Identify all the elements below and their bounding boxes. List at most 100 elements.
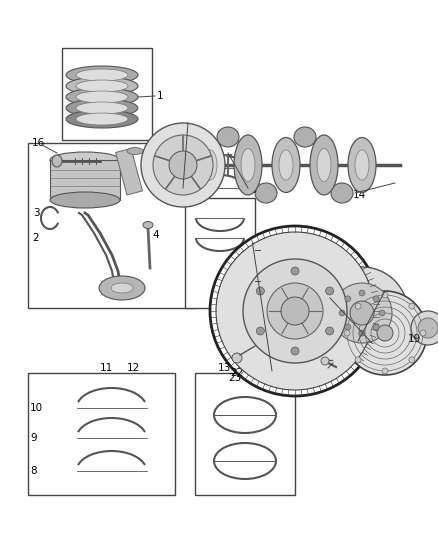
Text: 20: 20 [328, 294, 341, 304]
Ellipse shape [217, 127, 239, 147]
Circle shape [350, 301, 374, 325]
Text: 22: 22 [230, 368, 243, 378]
Text: 21: 21 [326, 365, 339, 375]
Ellipse shape [66, 99, 138, 117]
Ellipse shape [241, 149, 255, 182]
Text: 14: 14 [353, 190, 366, 200]
Ellipse shape [66, 66, 138, 84]
Circle shape [232, 353, 242, 363]
Circle shape [281, 297, 309, 325]
Text: 11: 11 [100, 363, 113, 373]
Circle shape [344, 330, 350, 336]
Text: 2: 2 [32, 233, 39, 243]
Circle shape [359, 290, 365, 296]
Ellipse shape [143, 222, 153, 229]
Circle shape [267, 283, 323, 339]
Bar [28, 143, 195, 308]
Bar [195, 373, 295, 495]
Text: 19: 19 [408, 334, 421, 344]
Ellipse shape [76, 80, 128, 92]
Bar [62, 48, 152, 140]
Ellipse shape [66, 88, 138, 106]
Circle shape [153, 135, 213, 195]
Circle shape [355, 357, 361, 363]
Circle shape [409, 303, 415, 309]
Circle shape [339, 310, 345, 316]
Ellipse shape [76, 113, 128, 125]
Ellipse shape [272, 138, 300, 192]
Text: 15: 15 [245, 185, 258, 195]
Circle shape [291, 267, 299, 275]
Circle shape [345, 296, 351, 302]
Ellipse shape [66, 77, 138, 95]
Text: 8: 8 [30, 466, 37, 476]
Text: 7: 7 [261, 276, 268, 286]
Ellipse shape [317, 149, 331, 182]
Ellipse shape [203, 150, 217, 180]
Circle shape [373, 324, 379, 330]
Circle shape [325, 287, 334, 295]
Circle shape [382, 292, 388, 298]
Ellipse shape [76, 91, 128, 103]
Circle shape [243, 259, 347, 363]
Ellipse shape [331, 183, 353, 203]
Circle shape [291, 347, 299, 355]
Circle shape [343, 291, 427, 375]
Circle shape [316, 267, 408, 359]
Ellipse shape [127, 148, 143, 155]
Circle shape [359, 330, 365, 336]
Circle shape [382, 368, 388, 374]
Circle shape [332, 283, 392, 343]
Text: 17: 17 [181, 185, 194, 195]
Circle shape [411, 311, 438, 345]
Text: 5: 5 [188, 186, 194, 196]
Ellipse shape [107, 281, 137, 295]
Ellipse shape [99, 276, 145, 300]
Text: 10: 10 [30, 403, 43, 413]
Ellipse shape [255, 183, 277, 203]
Ellipse shape [294, 127, 316, 147]
Ellipse shape [50, 152, 120, 168]
Ellipse shape [310, 135, 338, 195]
Ellipse shape [50, 192, 120, 208]
Circle shape [256, 327, 265, 335]
Circle shape [210, 226, 380, 396]
Text: 1: 1 [157, 91, 164, 101]
Text: 9: 9 [30, 433, 37, 443]
Circle shape [169, 151, 197, 179]
Circle shape [418, 318, 438, 338]
Ellipse shape [76, 102, 128, 114]
Text: 18: 18 [356, 338, 369, 348]
Ellipse shape [66, 110, 138, 128]
Circle shape [355, 303, 361, 309]
Text: 23: 23 [228, 373, 241, 383]
Ellipse shape [76, 69, 128, 81]
Circle shape [256, 287, 265, 295]
Circle shape [409, 357, 415, 363]
Bar [185, 198, 255, 308]
Ellipse shape [196, 138, 224, 192]
Circle shape [373, 296, 379, 302]
Ellipse shape [111, 283, 133, 293]
Circle shape [379, 310, 385, 316]
Text: 13: 13 [218, 363, 231, 373]
Bar [50, 160, 120, 200]
Circle shape [141, 123, 225, 207]
Text: 6: 6 [261, 245, 268, 255]
Circle shape [420, 330, 426, 336]
Circle shape [325, 327, 334, 335]
Circle shape [377, 325, 393, 341]
Ellipse shape [355, 150, 369, 180]
Circle shape [321, 357, 329, 365]
Bar [116, 148, 142, 195]
Ellipse shape [348, 138, 376, 192]
Ellipse shape [234, 135, 262, 195]
Circle shape [216, 232, 374, 390]
Text: 16: 16 [32, 138, 45, 148]
Ellipse shape [52, 155, 62, 167]
Text: 4: 4 [152, 230, 159, 240]
Ellipse shape [279, 150, 293, 180]
Circle shape [345, 324, 351, 330]
Text: 12: 12 [127, 363, 140, 373]
Text: 3: 3 [33, 208, 39, 218]
